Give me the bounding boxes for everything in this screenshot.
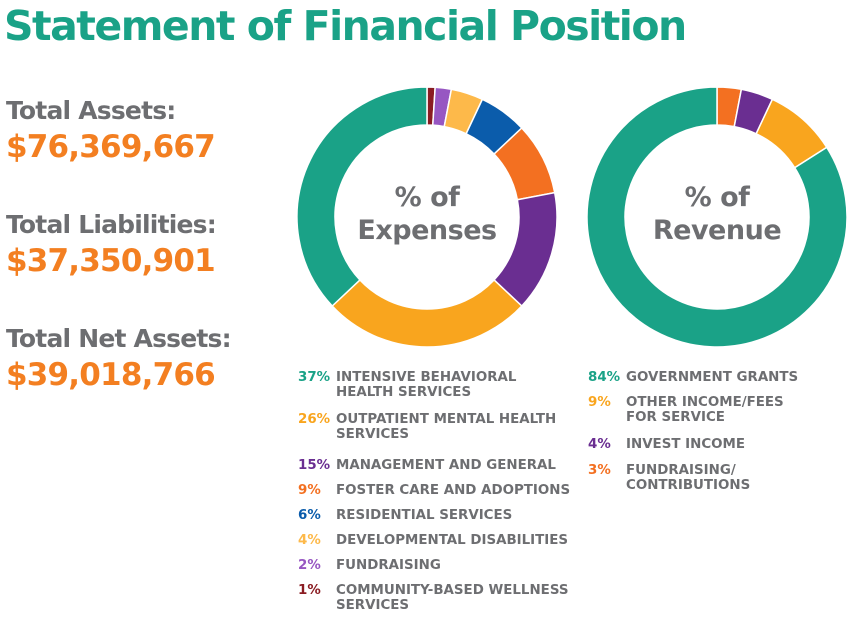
total-net-assets: Total Net Assets: $39,018,766	[6, 324, 232, 393]
legend-category: GOVERNMENT GRANTS	[626, 370, 799, 385]
expenses-title-line-1: % of	[394, 182, 460, 213]
total-net-assets-value: $39,018,766	[6, 357, 216, 393]
legend-category: DEVELOPMENTAL DISABILITIES	[336, 533, 569, 548]
legend-pct: 4%	[298, 533, 321, 548]
legend-pct: 9%	[298, 483, 321, 498]
expenses-donut-title: % of Expenses	[347, 181, 507, 247]
donut-slice-revenue-0	[586, 86, 848, 348]
legend-item: 1% COMMUNITY-BASED WELLNESS SERVICES	[298, 583, 573, 617]
expenses-legend: 37% INTENSIVE BEHAVIORAL HEALTH SERVICES…	[298, 370, 573, 617]
legend-category: OTHER INCOME/FEES FOR SERVICE	[626, 395, 784, 425]
donut-slice-expenses-0	[296, 86, 428, 308]
legend-item: 37% INTENSIVE BEHAVIORAL HEALTH SERVICES	[298, 370, 573, 406]
legend-item: 9% FOSTER CARE AND ADOPTIONS	[298, 483, 573, 503]
legend-pct: 3%	[588, 463, 611, 478]
legend-category: FOSTER CARE AND ADOPTIONS	[336, 483, 571, 498]
legend-category: MANAGEMENT AND GENERAL	[336, 458, 556, 473]
expenses-donut-chart	[296, 86, 558, 348]
legend-pct: 9%	[588, 395, 611, 410]
total-net-assets-label: Total Net Assets:	[6, 324, 232, 353]
legend-category: FUNDRAISING/ CONTRIBUTIONS	[626, 463, 751, 493]
legend-pct: 2%	[298, 558, 321, 573]
legend-item: 4% INVEST INCOME	[588, 437, 818, 457]
revenue-donut-title: % of Revenue	[637, 181, 797, 247]
legend-item: 6% RESIDENTIAL SERVICES	[298, 508, 573, 528]
legend-item: 15% MANAGEMENT AND GENERAL	[298, 458, 573, 478]
legend-item: 4% DEVELOPMENTAL DISABILITIES	[298, 533, 573, 553]
legend-pct: 26%	[298, 412, 331, 427]
revenue-donut-chart	[586, 86, 848, 348]
donut-slice-expenses-1	[331, 278, 523, 348]
legend-pct: 84%	[588, 370, 621, 385]
legend-category: INVEST INCOME	[626, 437, 746, 452]
legend-pct: 4%	[588, 437, 611, 452]
legend-category: INTENSIVE BEHAVIORAL HEALTH SERVICES	[336, 370, 517, 400]
expenses-title-line-2: Expenses	[357, 215, 497, 246]
legend-item: 3% FUNDRAISING/ CONTRIBUTIONS	[588, 463, 818, 497]
total-liabilities-label: Total Liabilities:	[6, 210, 217, 239]
total-assets-label: Total Assets:	[6, 96, 176, 125]
total-assets: Total Assets: $76,369,667	[6, 96, 216, 165]
expenses-slices	[296, 86, 558, 348]
page-title: Statement of Financial Position	[4, 2, 687, 50]
legend-item: 84% GOVERNMENT GRANTS	[588, 370, 818, 390]
legend-category: COMMUNITY-BASED WELLNESS SERVICES	[336, 583, 569, 613]
legend-category: FUNDRAISING	[336, 558, 441, 573]
total-liabilities: Total Liabilities: $37,350,901	[6, 210, 217, 279]
revenue-title-line-1: % of	[684, 182, 750, 213]
total-liabilities-value: $37,350,901	[6, 243, 216, 279]
revenue-legend: 84% GOVERNMENT GRANTS 9% OTHER INCOME/FE…	[588, 370, 818, 497]
legend-pct: 15%	[298, 458, 331, 473]
revenue-title-line-2: Revenue	[652, 215, 782, 246]
legend-pct: 37%	[298, 370, 331, 385]
legend-category: RESIDENTIAL SERVICES	[336, 508, 513, 523]
total-assets-value: $76,369,667	[6, 129, 216, 165]
legend-item: 26% OUTPATIENT MENTAL HEALTH SERVICES	[298, 412, 573, 452]
legend-item: 9% OTHER INCOME/FEES FOR SERVICE	[588, 395, 818, 431]
legend-pct: 1%	[298, 583, 321, 598]
revenue-slices	[586, 86, 848, 348]
legend-pct: 6%	[298, 508, 321, 523]
legend-item: 2% FUNDRAISING	[298, 558, 573, 578]
legend-category: OUTPATIENT MENTAL HEALTH SERVICES	[336, 412, 557, 442]
